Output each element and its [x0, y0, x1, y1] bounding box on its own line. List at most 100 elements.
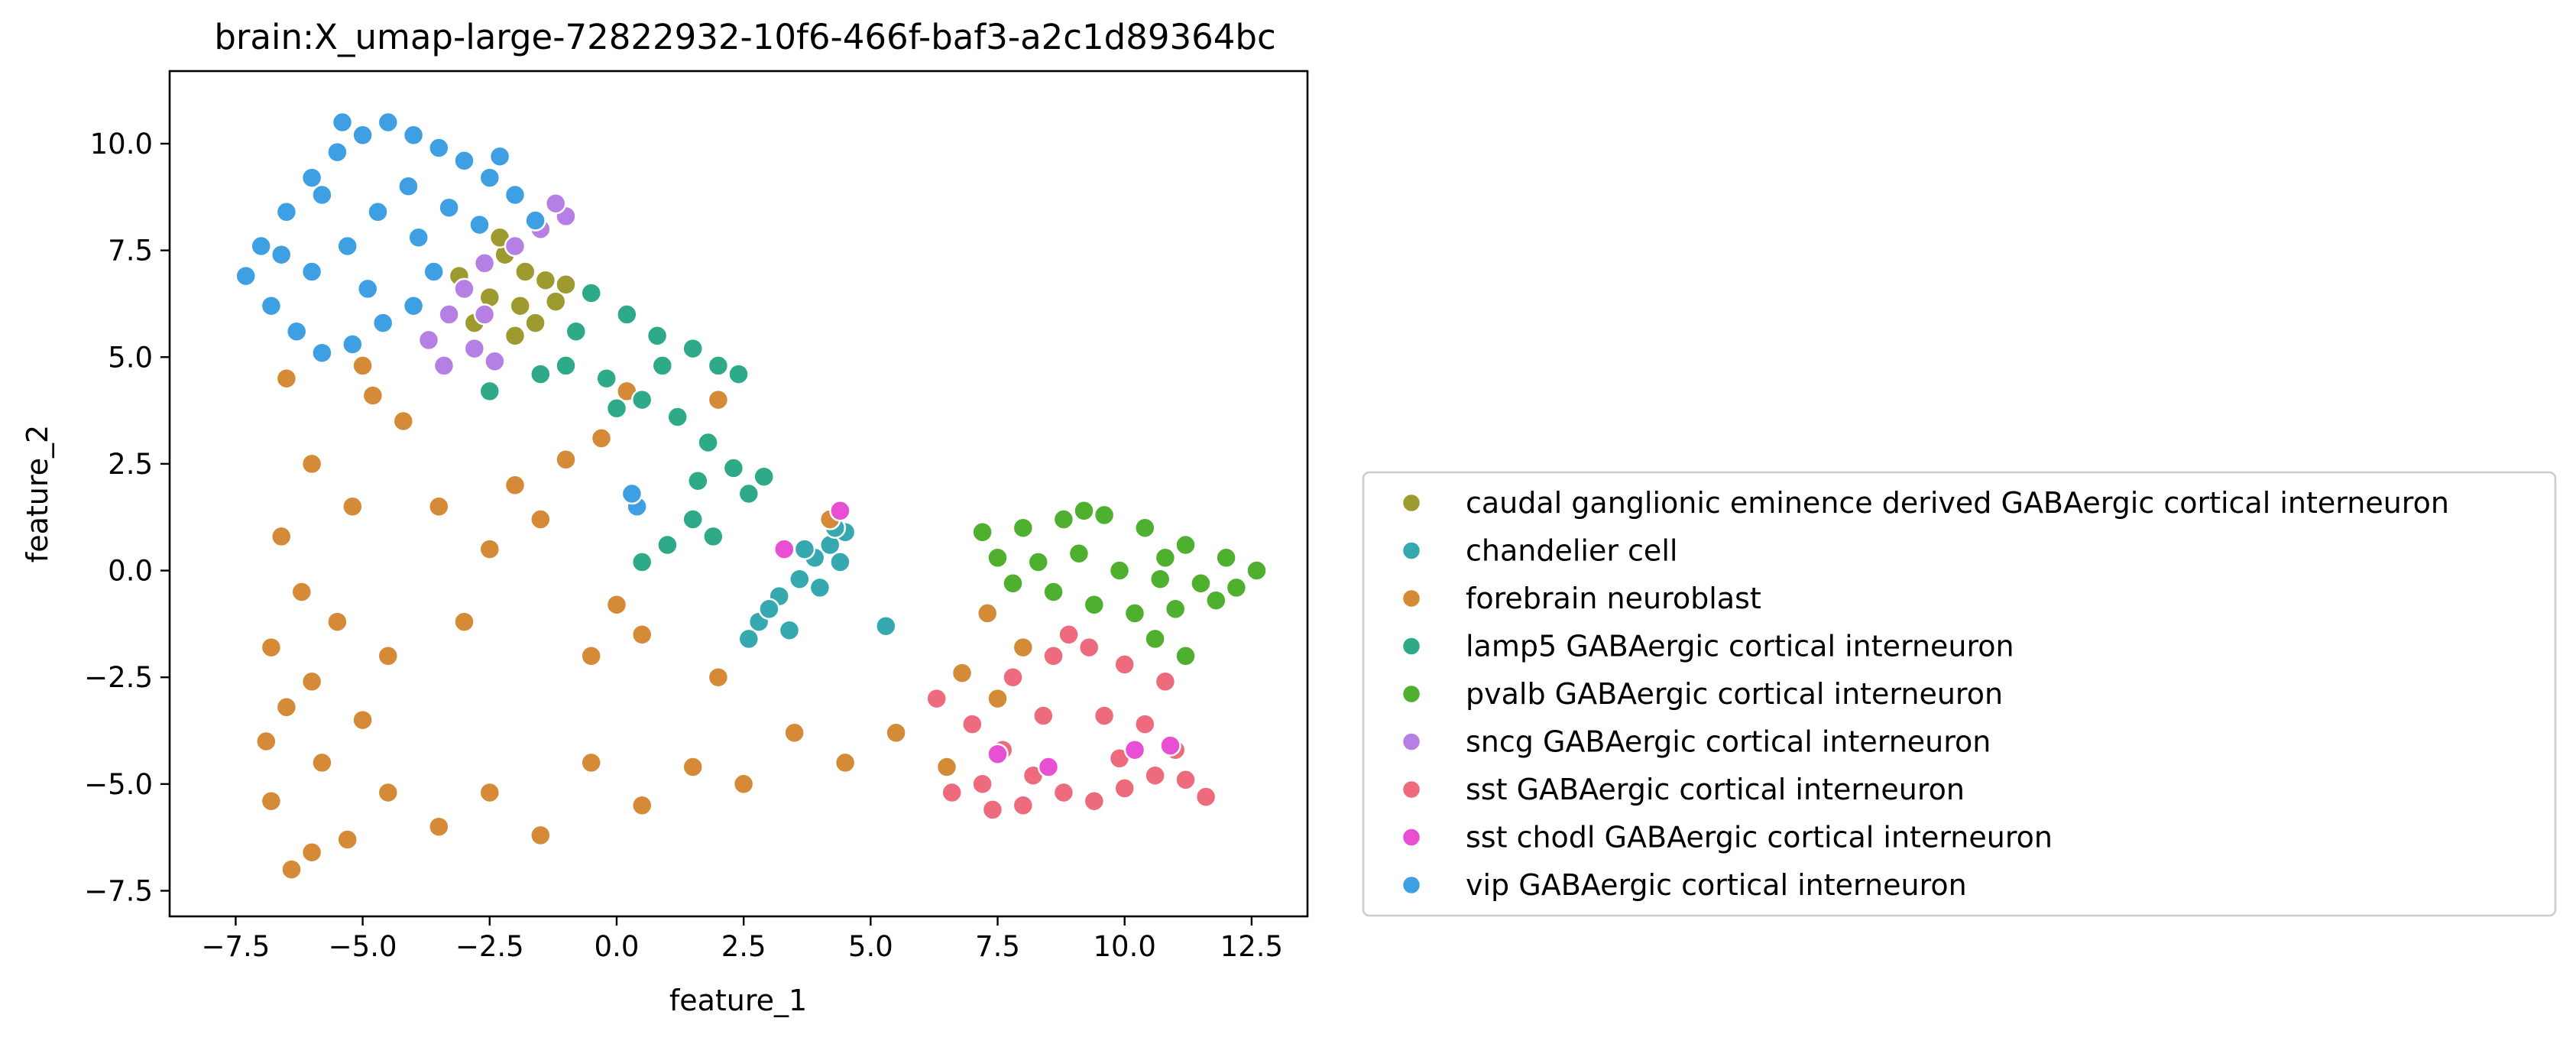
data-point: [1113, 777, 1136, 799]
data-point: [478, 167, 501, 189]
data-point: [682, 756, 704, 778]
x-tick-label: −5.0: [329, 930, 397, 963]
data-point: [605, 593, 628, 616]
data-point: [555, 355, 577, 377]
data-point: [311, 183, 333, 206]
data-point: [666, 406, 689, 428]
y-tick-label: 5.0: [108, 341, 153, 374]
chart-title: brain:X_umap-large-72822932-10f6-466f-ba…: [214, 17, 1275, 57]
series-7: [773, 500, 1181, 778]
data-point: [616, 303, 638, 326]
data-point: [727, 363, 750, 385]
data-point: [1144, 764, 1166, 786]
data-point: [453, 277, 475, 300]
legend-marker: [1401, 588, 1422, 609]
data-point: [433, 355, 455, 377]
data-point: [590, 427, 613, 449]
data-point: [1052, 508, 1075, 530]
data-point: [300, 167, 323, 189]
data-point: [530, 508, 552, 530]
data-point: [1083, 789, 1106, 812]
legend-marker: [1401, 779, 1422, 800]
data-point: [1215, 546, 1237, 569]
data-point: [428, 495, 450, 518]
data-point: [829, 500, 851, 522]
data-point: [326, 611, 348, 633]
legend-marker: [1401, 492, 1422, 514]
legend-label: sncg GABAergic cortical interneuron: [1466, 725, 1991, 759]
data-point: [352, 124, 374, 147]
data-point: [935, 756, 958, 778]
data-point: [423, 261, 445, 283]
y-axis-label: feature_2: [21, 425, 54, 563]
plot-frame: [168, 70, 1309, 918]
data-point: [580, 751, 602, 774]
data-point: [793, 538, 816, 560]
data-point: [478, 781, 501, 804]
legend: caudal ganglionic eminence derived GABAe…: [1362, 471, 2557, 917]
data-point: [377, 645, 400, 667]
x-tick-label: 12.5: [1220, 930, 1283, 963]
series-2: [255, 355, 1035, 880]
data-point: [758, 598, 780, 621]
x-tick-label: 10.0: [1094, 930, 1156, 963]
data-point: [1042, 581, 1064, 603]
data-point: [1175, 645, 1197, 667]
data-point: [275, 367, 298, 390]
data-point: [885, 721, 907, 744]
data-point: [707, 388, 730, 411]
data-point: [1123, 602, 1146, 624]
y-tick-label: −5.0: [84, 768, 153, 801]
legend-marker: [1401, 874, 1422, 896]
data-point: [1083, 593, 1106, 616]
data-point: [1123, 738, 1146, 761]
data-point: [1012, 517, 1035, 539]
data-point: [336, 828, 358, 851]
data-point: [971, 521, 993, 543]
data-point: [1093, 504, 1116, 527]
data-point: [417, 329, 440, 352]
data-point: [702, 525, 724, 548]
data-point: [1164, 598, 1187, 621]
y-axis: −7.5 −5.0 −2.5 0.0 2.5 5.0 7.5 10.0: [84, 128, 170, 907]
data-point: [1246, 559, 1268, 582]
legend-label: chandelier cell: [1466, 534, 1677, 568]
data-point: [397, 175, 420, 198]
data-point: [555, 274, 577, 296]
legend-label: lamp5 GABAergic cortical interneuron: [1466, 630, 2014, 663]
x-tick-label: −2.5: [455, 930, 524, 963]
data-point: [428, 815, 450, 838]
data-point: [473, 252, 496, 274]
data-point: [951, 662, 974, 684]
data-point: [290, 581, 313, 603]
legend-marker: [1401, 683, 1422, 705]
data-point: [580, 282, 602, 304]
data-point: [630, 388, 653, 411]
data-point: [275, 696, 298, 718]
data-point: [621, 482, 643, 505]
data-point: [342, 333, 364, 355]
data-point: [300, 841, 323, 864]
data-point: [336, 235, 358, 258]
data-point: [544, 290, 567, 313]
data-point: [682, 337, 704, 360]
data-point: [656, 533, 679, 556]
data-point: [300, 452, 323, 475]
data-point: [473, 303, 496, 326]
data-point: [1205, 589, 1227, 611]
data-point: [1032, 705, 1055, 727]
data-point: [260, 294, 283, 317]
data-point: [255, 730, 277, 753]
data-point: [488, 145, 511, 167]
data-point: [300, 261, 323, 283]
data-point: [976, 602, 999, 624]
data-point: [1058, 624, 1080, 646]
data-point: [514, 261, 536, 283]
data-point: [630, 794, 653, 817]
data-point: [275, 201, 298, 223]
data-point: [1225, 576, 1248, 599]
data-point: [478, 538, 501, 560]
data-point: [1012, 794, 1035, 817]
data-point: [687, 469, 709, 492]
